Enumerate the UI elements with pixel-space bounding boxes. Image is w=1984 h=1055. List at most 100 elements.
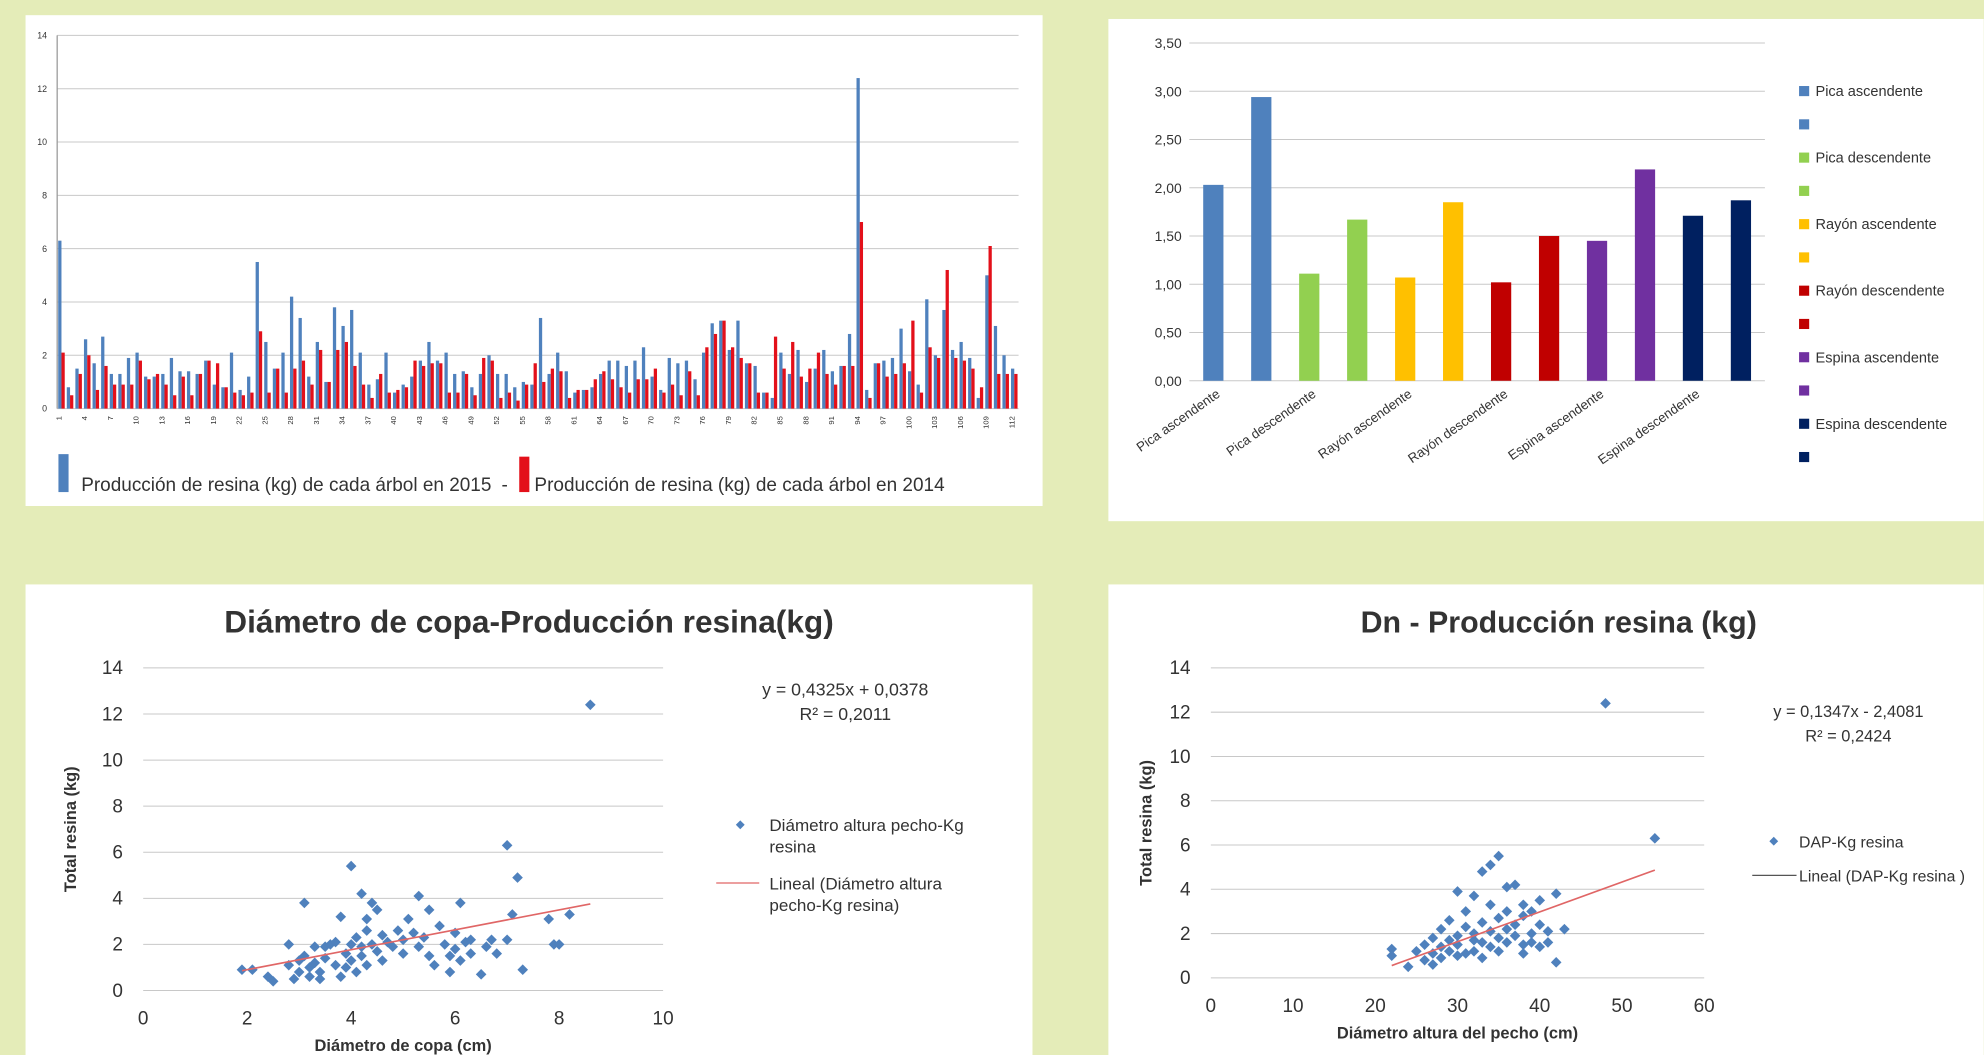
x-tick-label: 82	[750, 416, 759, 424]
bar	[670, 384, 675, 409]
bar	[959, 341, 963, 409]
bar	[624, 365, 628, 409]
point	[1468, 934, 1480, 946]
point	[1419, 939, 1430, 950]
y-tick-label: 14	[37, 31, 47, 41]
point	[1534, 919, 1546, 931]
point	[1534, 941, 1546, 953]
point	[335, 971, 347, 982]
bar	[490, 360, 494, 409]
y-tick-label: 2,50	[1155, 132, 1182, 148]
y-tick-label: 0	[42, 404, 47, 414]
point	[345, 955, 357, 966]
bar	[1005, 373, 1009, 409]
point	[1501, 923, 1513, 935]
bar	[842, 365, 846, 409]
x-tick-label: 60	[1694, 996, 1715, 1017]
bar	[238, 389, 242, 409]
bar	[247, 376, 251, 409]
legend-swatch	[1799, 252, 1810, 263]
point	[512, 872, 523, 883]
bar	[762, 392, 766, 409]
x-tick-label: 34	[338, 416, 347, 424]
bar	[667, 357, 671, 409]
bar	[404, 387, 409, 409]
x-tick-label: 2	[242, 1009, 253, 1030]
bar	[138, 360, 142, 409]
bar	[1538, 236, 1560, 381]
bar	[633, 360, 637, 409]
point	[345, 939, 357, 950]
bar	[112, 384, 117, 409]
bar	[444, 352, 448, 409]
bar	[773, 336, 778, 409]
point	[1600, 698, 1611, 709]
bar	[547, 373, 551, 409]
bar	[856, 78, 860, 409]
bar	[396, 389, 400, 409]
bar	[787, 373, 792, 409]
bar	[916, 384, 920, 409]
point	[1427, 932, 1439, 944]
bar	[610, 379, 615, 409]
y-tick-label: 10	[102, 750, 123, 771]
x-tick-label: 61	[569, 416, 578, 424]
y-tick-label: 4	[112, 889, 123, 910]
bar	[559, 371, 563, 409]
x-tick-label: 10	[1283, 996, 1304, 1017]
point	[475, 969, 487, 980]
point	[1517, 939, 1529, 950]
x-tick-label: 16	[183, 416, 192, 424]
bar	[61, 352, 65, 409]
y-tick-label: 10	[1169, 747, 1190, 768]
y-tick-label: 14	[1169, 658, 1190, 679]
bar	[979, 387, 984, 409]
x-tick-label: 79	[724, 416, 733, 424]
bar	[713, 333, 718, 409]
x-tick-label: 52	[492, 416, 501, 424]
point	[1476, 937, 1488, 948]
point	[486, 934, 497, 946]
bar	[421, 365, 426, 409]
point	[1493, 932, 1504, 944]
bar	[676, 363, 680, 409]
bar	[126, 357, 131, 409]
panel	[25, 15, 1043, 506]
bar	[101, 336, 105, 409]
legend-label: Producción de resina (kg) de cada árbol …	[81, 475, 491, 496]
bar	[919, 392, 924, 409]
trend-r2: R² = 0,2011	[799, 704, 891, 724]
point	[335, 911, 347, 923]
x-tick-label: 0	[138, 1009, 149, 1030]
bar	[1443, 202, 1464, 381]
bar	[439, 363, 443, 409]
point	[491, 948, 503, 959]
point	[1427, 959, 1439, 970]
y-tick-label: 8	[112, 796, 123, 817]
bar	[379, 373, 383, 409]
x-tick-label: 97	[879, 416, 888, 424]
bar	[1002, 355, 1006, 409]
point	[1493, 850, 1504, 862]
x-tick-label: 70	[647, 416, 656, 424]
point	[1501, 937, 1513, 948]
legend-label: Producción de resina (kg) de cada árbol …	[534, 475, 944, 496]
bar	[985, 275, 989, 409]
legend-swatch	[1799, 385, 1810, 396]
point	[340, 962, 352, 973]
bar	[911, 320, 915, 409]
legend-label: Espina ascendente	[1816, 350, 1940, 366]
legend-swatch	[1799, 318, 1810, 330]
x-tick-label: 40	[1529, 996, 1550, 1017]
bar	[92, 363, 96, 409]
bar	[178, 371, 182, 409]
bar	[576, 389, 580, 409]
x-tick-label: 4	[80, 416, 89, 420]
bar	[908, 371, 912, 409]
y-tick-label: 2	[1180, 924, 1191, 945]
legend-swatch	[1799, 119, 1810, 130]
bar	[1299, 273, 1320, 381]
point	[1534, 895, 1546, 906]
point	[262, 971, 274, 982]
point	[314, 966, 326, 978]
